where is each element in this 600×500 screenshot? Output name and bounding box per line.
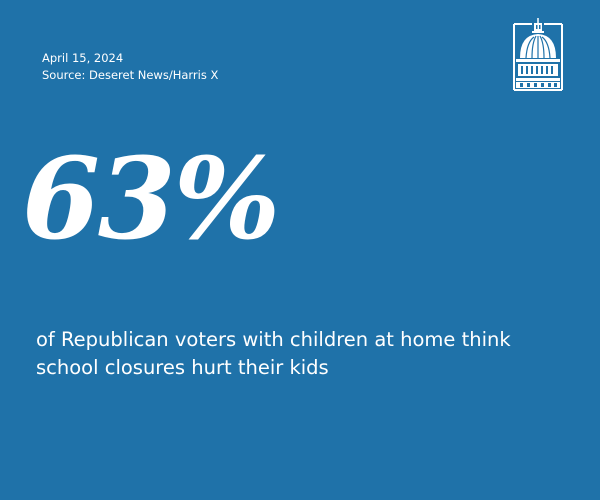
meta-block: April 15, 2024 Source: Deseret News/Harr… (42, 50, 218, 84)
capitol-dome-icon (512, 18, 564, 92)
date-label: April 15, 2024 (42, 51, 124, 65)
stat-value: 63% (22, 134, 280, 265)
source-label: Source: Deseret News/Harris X (42, 68, 219, 82)
stat-caption: of Republican voters with children at ho… (36, 328, 511, 379)
